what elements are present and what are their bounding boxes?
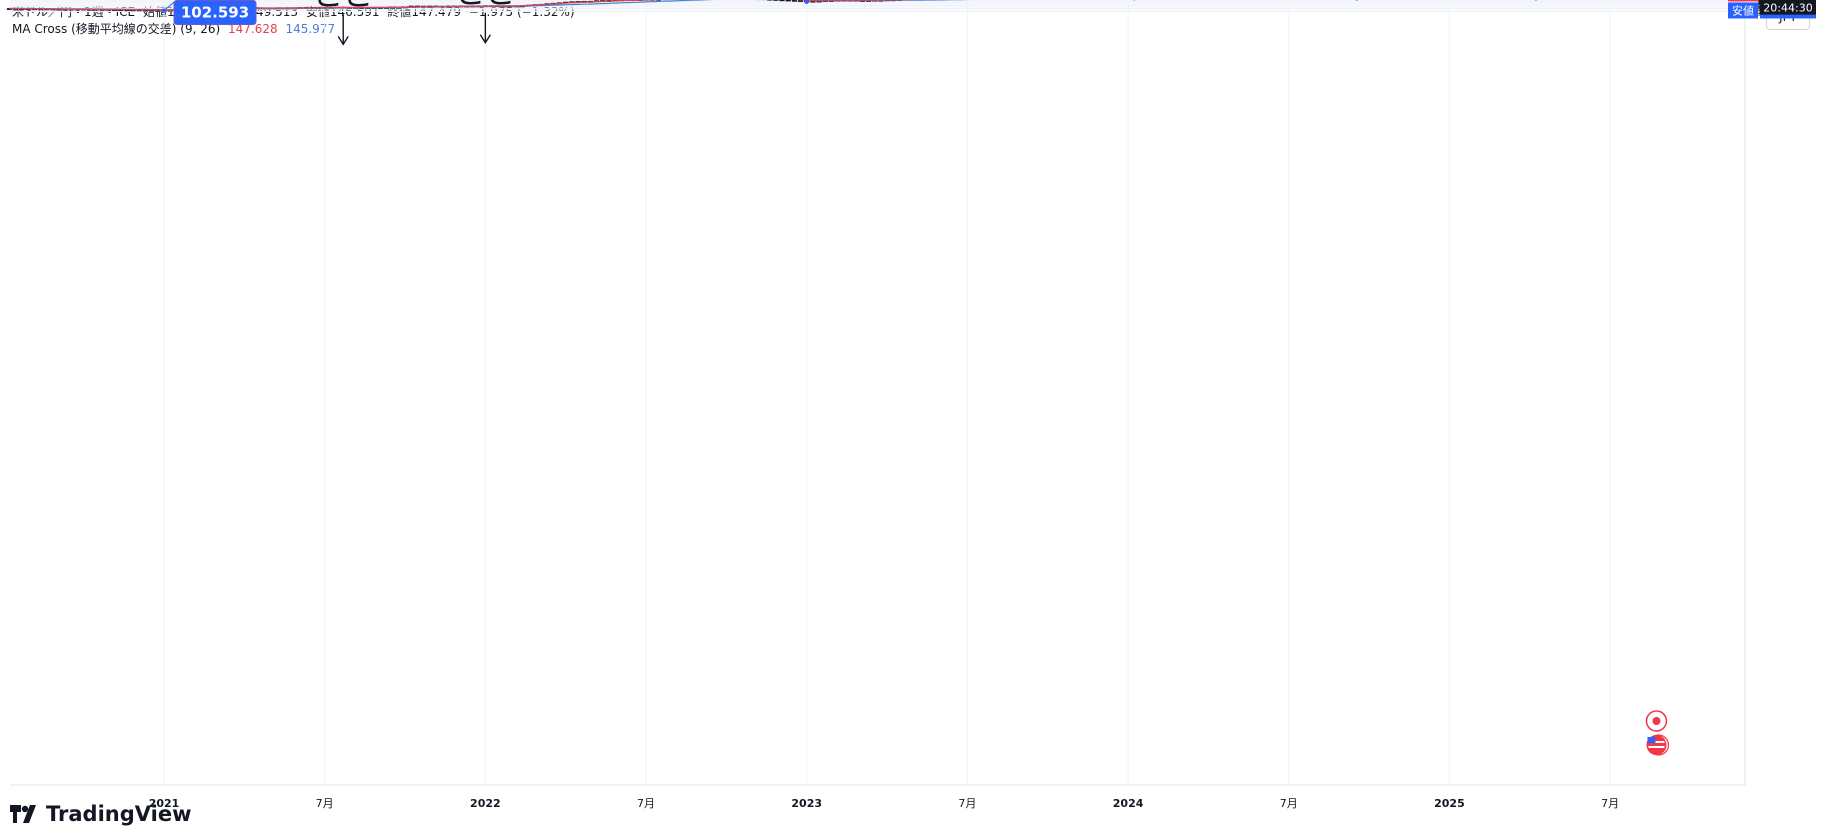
tradingview-logo-icon [10, 805, 36, 823]
x-tick-label: 2022 [470, 797, 501, 810]
price-tag-label-bg [1728, 0, 1758, 2]
current-price-tag: 147.47920:44:30 [1760, 0, 1816, 15]
price-tag-label-bg [1728, 2, 1758, 19]
pivot-label-bg [173, 0, 257, 25]
us-flag-canton [1647, 737, 1656, 743]
candle-down [797, 0, 804, 2]
brand-name: TradingView [46, 802, 192, 826]
current-price-bg [1760, 0, 1816, 15]
x-tick-label: 7月 [637, 797, 655, 810]
pivot-label-text: 102.593 [181, 3, 249, 21]
candle-up [816, 0, 822, 3]
x-tick-label: 7月 [1280, 797, 1298, 810]
candle-down [791, 0, 797, 2]
x-tick-label: 7月 [1601, 797, 1619, 810]
price-tag-label: 安値 [1732, 3, 1754, 17]
us-flag-icon [1646, 734, 1670, 756]
ma-slow-value: 145.977 [285, 22, 336, 36]
us-flag-stripe [1648, 741, 1665, 743]
ma-fast-value: 147.628 [228, 22, 278, 36]
candle-down [779, 0, 785, 2]
x-tick-label: 2025 [1434, 797, 1465, 810]
candle-down [785, 0, 791, 2]
ma-fast-line [9, 0, 914, 11]
handwritten-annotation: ここ [313, 0, 373, 13]
x-tick-label: 2023 [791, 797, 822, 810]
x-tick-label: 7月 [958, 797, 976, 810]
handwritten-annotation: ここ [455, 0, 515, 12]
us-flag-stripe [1648, 746, 1665, 748]
current-price-value: 147.479 [1763, 0, 1813, 2]
pivot-dot [804, 0, 809, 4]
indicator-name[interactable]: MA Cross (移動平均線の交差) (9, 26) [12, 22, 221, 36]
event-marker-dot [1652, 717, 1661, 725]
pivot-dot [1355, 0, 1359, 1]
x-tick-label: 2021 [149, 797, 180, 810]
annotation-arrow-head [479, 34, 491, 45]
candle-up [810, 0, 816, 3]
x-tick-label: 2024 [1113, 797, 1144, 810]
bar-countdown: 20:44:30 [1763, 2, 1812, 15]
pivot-dot [162, 8, 166, 13]
tradingview-logo[interactable]: TradingView [10, 802, 191, 826]
indicator-legend-line: MA Cross (移動平均線の交差) (9, 26) 147.628 145.… [12, 21, 339, 37]
annotation-arrow-head [337, 35, 349, 46]
x-tick-label: 7月 [316, 797, 334, 810]
